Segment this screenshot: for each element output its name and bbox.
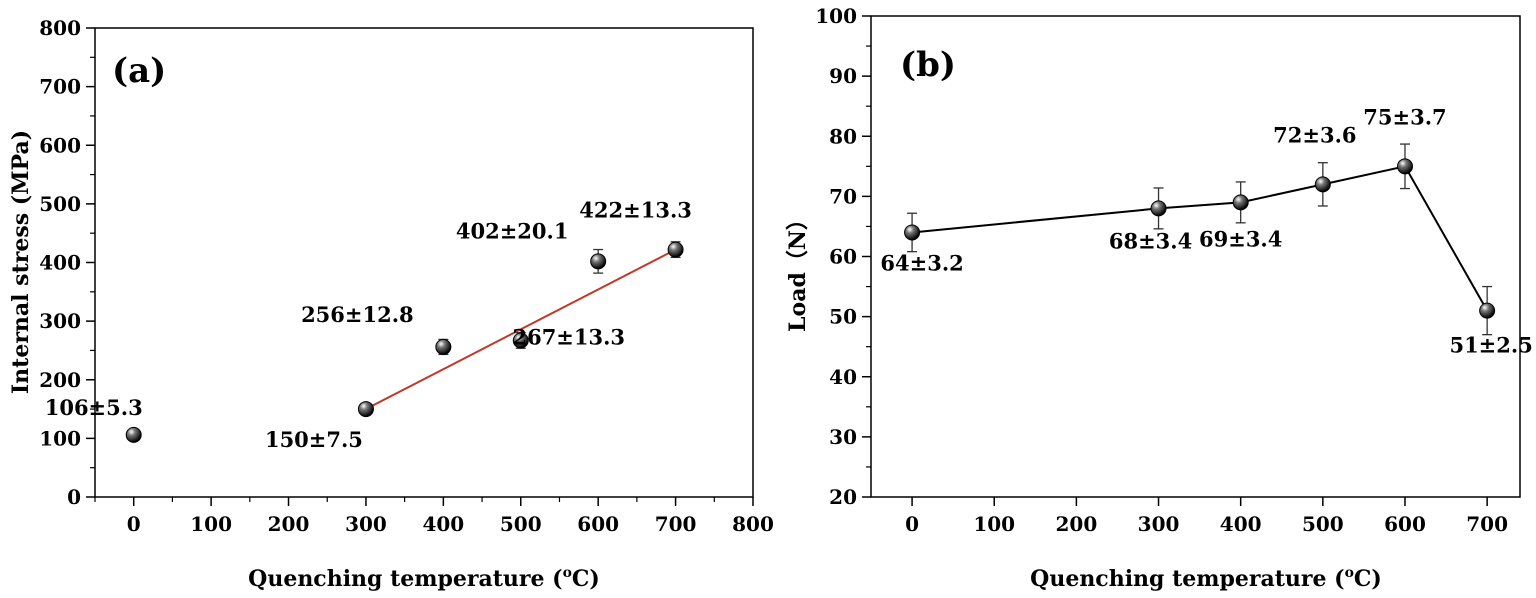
data-points-b: 64±3.2 68±3.4 69±3.4 72±3.6 75±3.7 51±2.5: [880, 104, 1532, 357]
x-axis-title-a-tail: C): [572, 566, 600, 592]
y-tick-label: 50: [829, 305, 857, 329]
y-tick-label: 100: [39, 426, 81, 450]
data-label: 402±20.1: [456, 218, 569, 243]
series-line-b: [911, 165, 1489, 312]
x-tick-label: 400: [422, 512, 464, 536]
data-point: [512, 332, 529, 349]
x-axis-title-a: Quenching temperature (oC): [248, 565, 600, 592]
x-axis-title-b: Quenching temperature (oC): [1030, 565, 1382, 592]
y-axis-title-b: Load（N）: [785, 208, 811, 332]
x-tick-label: 300: [345, 512, 387, 536]
data-label: 106±5.3: [45, 395, 143, 420]
y-tick-label: 70: [829, 184, 857, 208]
x-axis-a: 0 100 200 300 400 500 600 700 800: [94, 497, 774, 536]
data-point: [435, 338, 452, 355]
y-tick-label: 600: [39, 133, 81, 157]
data-label: 69±3.4: [1199, 226, 1282, 251]
x-tick-label: 100: [973, 512, 1015, 536]
y-tick-label: 40: [829, 365, 857, 389]
y-tick-label: 30: [829, 425, 857, 449]
data-point: [590, 253, 607, 270]
data-point: [904, 224, 921, 241]
y-axis-title-a: Internal stress (MPa): [8, 130, 34, 394]
x-axis-title-a-sup: o: [563, 565, 572, 581]
fit-line-a: [365, 248, 677, 410]
x-tick-label: 200: [268, 512, 310, 536]
y-tick-label: 20: [829, 485, 857, 509]
plot-frame-b: [870, 15, 1521, 498]
y-tick-label: 60: [829, 245, 857, 269]
x-tick-label: 0: [905, 512, 919, 536]
panel-label-a: (a): [112, 51, 166, 91]
y-tick-label: 80: [829, 124, 857, 148]
data-point: [667, 241, 684, 258]
x-tick-label: 0: [127, 512, 141, 536]
y-tick-label: 0: [67, 485, 81, 509]
chart-panel-a: 0 100 200 300 400 500 600 700 800 0 100 200 300 400 5…: [8, 16, 774, 592]
data-label: 150±7.5: [265, 427, 363, 452]
y-axis-a: 0 100 200 300 400 500 600 700 800: [39, 16, 95, 509]
x-tick-label: 100: [190, 512, 232, 536]
x-tick-label: 200: [1056, 512, 1098, 536]
data-point: [357, 401, 374, 418]
x-tick-label: 700: [655, 512, 697, 536]
y-tick-label: 90: [829, 64, 857, 88]
x-tick-label: 800: [732, 512, 774, 536]
data-point: [1314, 176, 1331, 193]
panel-label-b: (b): [900, 45, 956, 85]
data-label: 68±3.4: [1109, 228, 1192, 253]
plot-frame-a: [94, 27, 754, 498]
x-axis-title-b-main: Quenching temperature (: [1030, 566, 1344, 592]
x-axis-title-a-main: Quenching temperature (: [248, 566, 562, 592]
data-label: 75±3.7: [1363, 104, 1446, 129]
linear-fit-line: [365, 248, 677, 410]
data-label: 51±2.5: [1449, 333, 1532, 358]
x-axis-title-b-tail: C): [1354, 566, 1382, 592]
x-tick-label: 300: [1138, 512, 1180, 536]
y-tick-label: 500: [39, 192, 81, 216]
data-point: [1232, 194, 1249, 211]
chart-panel-b: 0 100 200 300 400 500 600 700 20 30 40 50 60 70 80 90 1…: [785, 4, 1533, 592]
y-tick-label: 200: [39, 368, 81, 392]
data-label: 72±3.6: [1273, 122, 1356, 147]
data-point: [125, 426, 142, 443]
x-tick-label: 500: [500, 512, 542, 536]
x-tick-label: 600: [577, 512, 619, 536]
x-axis-b: 0 100 200 300 400 500 600 700: [905, 497, 1508, 536]
y-tick-label: 100: [815, 4, 857, 28]
y-axis-b: 20 30 40 50 60 70 80 90 100: [815, 4, 871, 509]
data-point: [1479, 302, 1496, 319]
data-label: 267±13.3: [512, 324, 625, 349]
y-tick-label: 400: [39, 251, 81, 275]
data-label: 256±12.8: [301, 302, 414, 327]
data-point: [1150, 200, 1167, 217]
x-tick-label: 400: [1220, 512, 1262, 536]
series-line: [911, 165, 1489, 312]
y-tick-label: 300: [39, 309, 81, 333]
data-label: 64±3.2: [880, 250, 963, 275]
y-tick-label: 700: [39, 75, 81, 99]
data-label: 422±13.3: [579, 198, 692, 223]
x-tick-label: 700: [1466, 512, 1508, 536]
data-points-a: 106±5.3 150±7.5 256±12.8 267±13.3 402±20.1 42…: [45, 198, 692, 452]
x-axis-title-b-sup: o: [1345, 565, 1354, 581]
y-tick-label: 800: [39, 16, 81, 40]
x-tick-label: 600: [1384, 512, 1426, 536]
data-point: [1396, 158, 1413, 175]
x-tick-label: 500: [1302, 512, 1344, 536]
